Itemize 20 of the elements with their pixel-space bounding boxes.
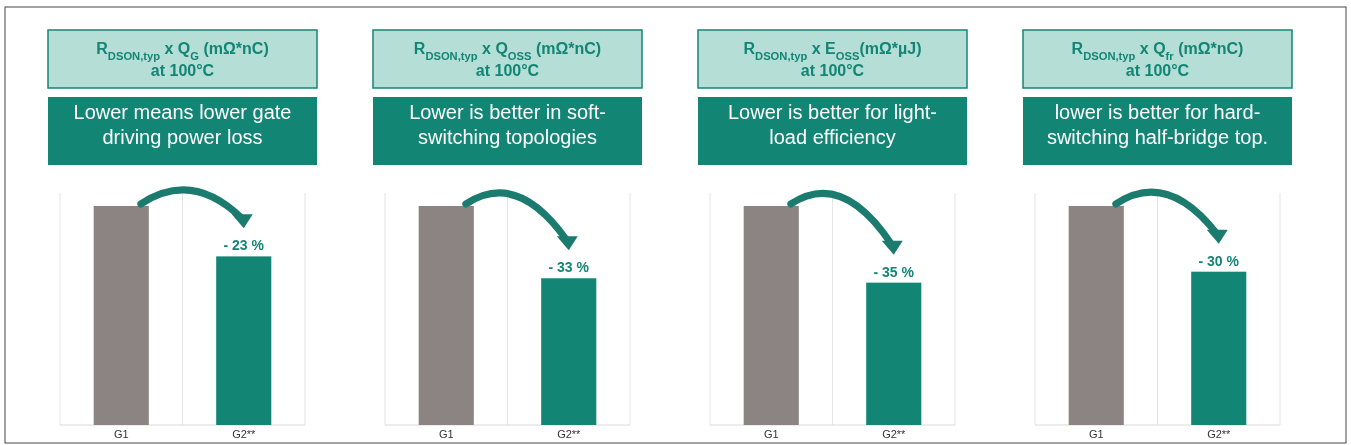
x-tick-label: G1 xyxy=(113,428,129,440)
chart-subtitle: lower is better for hard-switching half-bridge top. xyxy=(1046,101,1269,148)
annotation: - 35 % xyxy=(873,263,915,280)
chart-subtitle: Lower is better for light-load efficiency xyxy=(728,101,937,148)
x-tick-label: G2** xyxy=(232,428,257,440)
chart-title: R$_{DSON,typ}$ x Q$_{G}$ (mΩ*nC) at 100°C xyxy=(96,40,269,79)
x-tick-label: G1 xyxy=(438,428,454,440)
x-tick-label: G2** xyxy=(882,428,907,440)
x-tick-label: G1 xyxy=(1088,428,1104,440)
chart-title: R$_{DSON,typ}$ x E$_{OSS}$(mΩ*µJ) at 100°C xyxy=(743,40,922,79)
annotation: - 30 % xyxy=(1198,252,1240,269)
chart-subtitle: Lower means lower gate driving power loss xyxy=(73,101,292,148)
annotation: - 23 % xyxy=(223,237,265,254)
chart-title: R$_{DSON,typ}$ x Q$_{OSS}$ (mΩ*nC) at 100°C xyxy=(413,40,602,79)
x-tick-label: G2** xyxy=(557,428,582,440)
x-tick-label: G1 xyxy=(763,428,779,440)
x-tick-label: G2** xyxy=(1207,428,1232,440)
chart-subtitle: Lower is better in soft-switching topologies xyxy=(409,101,606,148)
chart-title: R$_{DSON,typ}$ x Q$_{fr}$ (mΩ*nC) at 100°C xyxy=(1071,40,1244,79)
annotation: - 33 % xyxy=(548,259,590,276)
